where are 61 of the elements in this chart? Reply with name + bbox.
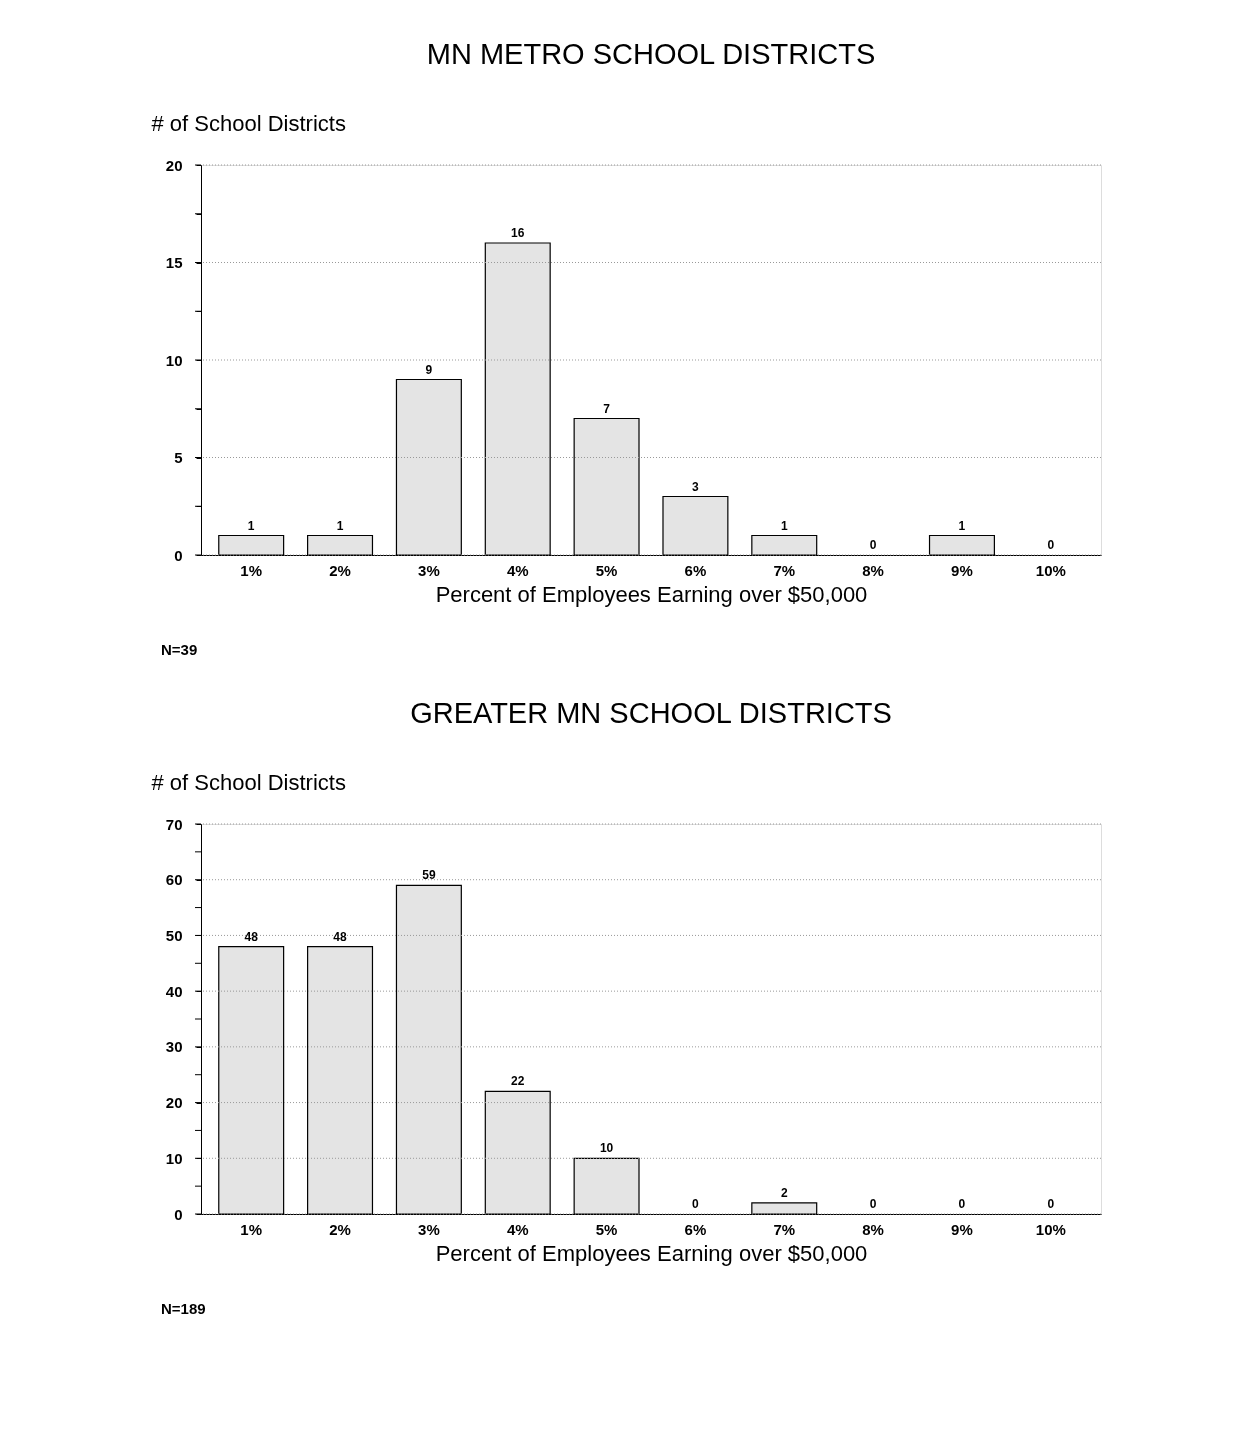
chart-title: MN METRO SCHOOL DISTRICTS xyxy=(426,38,876,70)
data-label: 7 xyxy=(603,401,611,416)
data-label: 1 xyxy=(780,518,788,533)
y-tick-label: 20 xyxy=(165,156,183,174)
y-tick-label: 0 xyxy=(174,1205,183,1223)
y-tick-label: 70 xyxy=(165,815,183,833)
y-tick-label: 60 xyxy=(165,871,183,889)
x-tick-label: 8% xyxy=(862,561,884,579)
x-tick-label: 3% xyxy=(418,561,440,579)
x-tick-label: 2% xyxy=(329,561,351,579)
y-tick-label: 30 xyxy=(165,1038,183,1056)
data-label: 1 xyxy=(247,518,255,533)
x-tick-label: 6% xyxy=(684,1220,707,1238)
x-tick-label: 1% xyxy=(240,561,263,579)
data-label: 48 xyxy=(333,929,348,944)
data-label: 2 xyxy=(780,1185,788,1200)
x-tick-label: 3% xyxy=(418,1220,440,1238)
data-label: 0 xyxy=(958,1197,966,1211)
x-tick-label: 7% xyxy=(773,1220,796,1238)
data-label: 0 xyxy=(869,1197,877,1211)
x-tick-label: 9% xyxy=(951,561,973,579)
x-tick-label: 8% xyxy=(862,1220,884,1238)
x-axis-title: Percent of Employees Earning over $50,000 xyxy=(435,581,868,607)
x-tick-label: 10% xyxy=(1035,1220,1066,1238)
y-tick-label: 40 xyxy=(165,982,183,1000)
x-tick-label: 7% xyxy=(773,561,796,579)
data-label: 9 xyxy=(425,362,433,377)
x-tick-label: 1% xyxy=(240,1220,263,1238)
data-label: 0 xyxy=(869,538,877,552)
y-tick-label: 50 xyxy=(165,926,183,944)
data-label: 22 xyxy=(511,1074,525,1089)
x-tick-label: 4% xyxy=(506,561,529,579)
y-tick-label: 10 xyxy=(165,351,183,369)
data-label: 10 xyxy=(599,1141,614,1156)
y-tick-label: 5 xyxy=(174,449,183,466)
data-label: 1 xyxy=(336,518,344,533)
data-label: 0 xyxy=(692,1197,700,1211)
x-tick-label: 6% xyxy=(684,561,707,579)
data-label: 3 xyxy=(692,479,700,494)
y-axis-title: # of School Districts xyxy=(151,110,346,136)
y-tick-label: 10 xyxy=(165,1149,183,1167)
y-tick-label: 20 xyxy=(165,1094,183,1112)
text: N=189 xyxy=(161,1300,206,1317)
y-tick-label: 0 xyxy=(174,546,183,564)
x-tick-label: 9% xyxy=(951,1220,973,1238)
chart-title: GREATER MN SCHOOL DISTRICTS xyxy=(410,697,892,729)
data-label: 0 xyxy=(1047,1197,1055,1211)
x-tick-label: 2% xyxy=(329,1220,351,1238)
x-tick-label: 5% xyxy=(595,561,618,579)
data-label: 59 xyxy=(422,868,436,883)
data-label: 16 xyxy=(511,226,525,240)
data-label: 1 xyxy=(958,518,966,533)
y-tick-label: 15 xyxy=(165,254,183,271)
data-label: 48 xyxy=(244,929,259,944)
x-axis-title: Percent of Employees Earning over $50,000 xyxy=(435,1240,868,1266)
y-axis-title: # of School Districts xyxy=(151,769,346,795)
x-tick-label: 4% xyxy=(506,1220,529,1238)
x-tick-label: 5% xyxy=(595,1220,618,1238)
x-tick-label: 10% xyxy=(1035,561,1066,579)
data-label: 0 xyxy=(1047,538,1055,552)
text: N=39 xyxy=(161,641,198,658)
